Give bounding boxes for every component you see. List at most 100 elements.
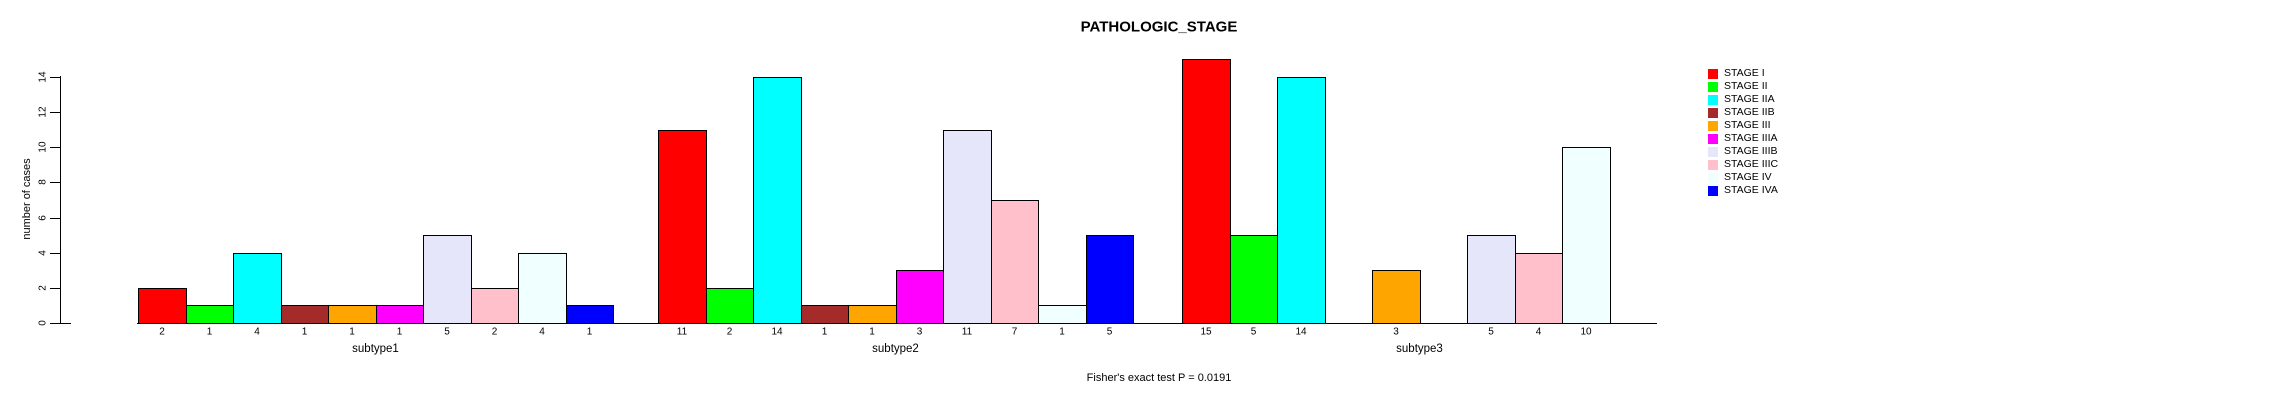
y-tick-label-0: 0 [37,320,49,326]
bar-subtype3-stage-ii [1230,235,1278,324]
legend-swatch-stage-iia [1708,94,1718,105]
bar-value-subtype1-stage-iiic: 2 [491,326,498,338]
legend-label-stage-i: STAGE I [1724,67,1765,79]
legend-swatch-stage-iib [1708,107,1718,118]
bar-subtype3-stage-iii [1372,270,1421,324]
y-tick-label-10: 10 [37,141,49,153]
chart-title: PATHOLOGIC_STAGE [1080,18,1238,36]
bar-subtype1-stage-iii [328,305,377,324]
y-tick-label-2: 2 [37,285,49,291]
legend-item-stage-iva: STAGE IVA [1708,184,1778,197]
bar-value-subtype3-stage-iiib: 5 [1488,326,1494,338]
bar-value-subtype3-stage-iii: 3 [1393,326,1399,338]
legend-swatch-stage-iii [1708,120,1718,131]
y-tick-label-4: 4 [37,250,49,256]
bar-subtype2-stage-iiia [896,270,944,324]
x-axis-stub [58,323,71,324]
y-tick-10 [50,147,60,148]
bar-value-subtype1-stage-iv: 4 [539,326,545,338]
legend-item-stage-iib: STAGE IIB [1708,106,1775,119]
y-tick-0 [50,323,60,324]
fisher-test-annotation: Fisher's exact test P = 0.0191 [1086,372,1232,384]
bar-subtype1-stage-ii [186,305,234,324]
bar-value-subtype3-stage-iia: 14 [1295,326,1307,338]
legend-label-stage-iiia: STAGE IIIA [1724,132,1778,144]
bar-subtype1-stage-iiic [471,288,519,324]
legend-item-stage-iii: STAGE III [1708,119,1770,132]
bar-subtype2-stage-iv [1038,305,1087,324]
y-tick-4 [50,253,60,254]
bar-value-subtype2-stage-iiia: 3 [916,326,923,338]
bar-subtype3-stage-iiib [1467,235,1516,324]
legend-item-stage-ii: STAGE II [1708,80,1768,93]
legend-swatch-stage-iv [1708,172,1718,183]
legend-swatch-stage-iiia [1708,133,1718,144]
bar-value-subtype3-stage-i: 15 [1200,326,1212,338]
y-tick-label-6: 6 [37,215,49,221]
legend-label-stage-iva: STAGE IVA [1724,184,1778,196]
bar-subtype1-stage-i [138,288,187,324]
bar-value-subtype2-stage-i: 11 [676,326,688,338]
bar-value-subtype2-stage-iiic: 7 [1011,326,1018,338]
y-tick-2 [50,288,60,289]
y-tick-14 [50,77,60,78]
bar-subtype2-stage-iiib [943,130,992,324]
legend-swatch-stage-i [1708,68,1718,79]
bar-subtype1-stage-iiib [423,235,472,324]
y-tick-label-14: 14 [37,71,49,83]
bar-subtype2-stage-ii [706,288,754,324]
y-tick-12 [50,112,60,113]
bar-value-subtype2-stage-iii: 1 [869,326,875,338]
bar-subtype2-stage-iib [801,305,849,324]
bar-value-subtype2-stage-ii: 2 [726,326,733,338]
bar-value-subtype3-stage-ii: 5 [1250,326,1257,338]
group-label-subtype3: subtype3 [1396,343,1443,355]
bar-value-subtype2-stage-iia: 14 [771,326,783,338]
bar-value-subtype1-stage-i: 2 [159,326,165,338]
bar-value-subtype2-stage-iiib: 11 [961,326,973,338]
bar-subtype2-stage-iva [1086,235,1134,324]
bar-value-subtype1-stage-iiib: 5 [444,326,450,338]
bar-value-subtype3-stage-iv: 10 [1580,326,1592,338]
legend-label-stage-ii: STAGE II [1724,80,1768,92]
bar-value-subtype1-stage-iiia: 1 [396,326,403,338]
y-axis-line [60,76,61,324]
bar-value-subtype1-stage-ii: 1 [206,326,213,338]
bar-subtype1-stage-iia [233,253,282,324]
bar-value-subtype2-stage-iib: 1 [821,326,828,338]
legend-swatch-stage-ii [1708,81,1718,92]
legend-item-stage-iiib: STAGE IIIB [1708,145,1777,158]
bar-value-subtype2-stage-iv: 1 [1059,326,1065,338]
y-axis-label: number of cases [21,158,33,240]
legend-label-stage-iiib: STAGE IIIB [1724,145,1778,157]
bar-value-subtype1-stage-iia: 4 [254,326,260,338]
legend-item-stage-iiia: STAGE IIIA [1708,132,1777,145]
legend-label-stage-iiic: STAGE IIIC [1724,158,1779,170]
legend-item-stage-iia: STAGE IIA [1708,93,1775,106]
bar-subtype3-stage-iv [1562,147,1611,324]
bar-subtype1-stage-iiia [376,305,424,324]
bar-value-subtype2-stage-iva: 5 [1106,326,1113,338]
legend-label-stage-iv: STAGE IV [1724,171,1772,183]
legend-item-stage-iv: STAGE IV [1708,171,1772,184]
legend-label-stage-iib: STAGE IIB [1724,106,1775,118]
bar-subtype3-stage-iia [1277,77,1326,324]
legend-label-stage-iii: STAGE III [1724,119,1771,131]
bar-subtype2-stage-iia [753,77,802,324]
bar-subtype2-stage-iii [848,305,897,324]
legend-swatch-stage-iva [1708,185,1718,196]
y-tick-6 [50,218,60,219]
bar-subtype3-stage-iiic [1515,253,1563,324]
legend-swatch-stage-iiib [1708,146,1718,157]
bar-value-subtype1-stage-iii: 1 [349,326,355,338]
y-tick-label-12: 12 [37,106,49,118]
legend-label-stage-iia: STAGE IIA [1724,93,1775,105]
group-label-subtype1: subtype1 [352,343,399,355]
bar-value-subtype3-stage-iiic: 4 [1535,326,1542,338]
bar-subtype3-stage-i [1182,59,1231,324]
bar-subtype1-stage-iib [281,305,329,324]
group-label-subtype2: subtype2 [872,343,919,355]
legend-item-stage-iiic: STAGE IIIC [1708,158,1778,171]
y-tick-label-8: 8 [37,179,49,185]
